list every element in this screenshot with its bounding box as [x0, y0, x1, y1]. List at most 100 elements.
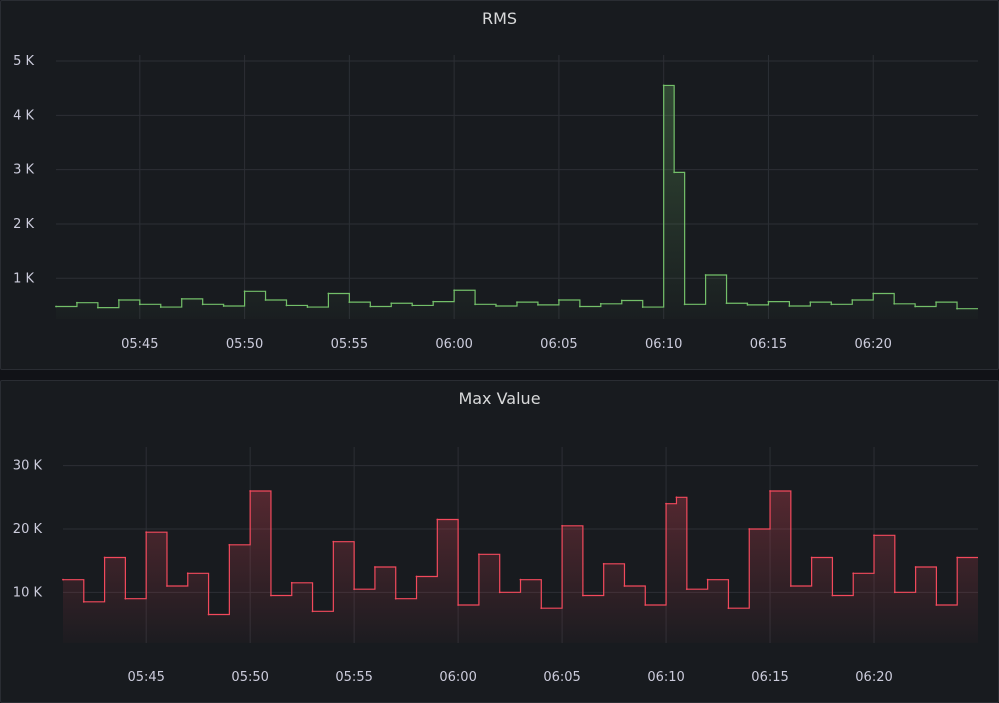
data-point: [746, 303, 749, 306]
x-tick-label: 05:50: [231, 670, 268, 685]
series-area: [56, 85, 978, 319]
data-point: [540, 607, 543, 610]
data-point: [706, 578, 709, 581]
data-point: [935, 301, 937, 304]
data-point: [249, 490, 252, 492]
data-point: [478, 553, 480, 556]
data-point: [180, 298, 183, 300]
x-tick-label: 05:55: [331, 337, 368, 352]
data-point: [675, 496, 678, 499]
data-point: [893, 302, 896, 305]
data-point: [243, 290, 246, 293]
series-area: [63, 491, 978, 643]
data-point: [809, 301, 812, 304]
data-point: [290, 581, 293, 584]
data-point: [474, 303, 476, 306]
data-point: [872, 292, 875, 295]
data-point: [620, 299, 623, 302]
data-point: [685, 588, 688, 591]
data-point: [270, 594, 272, 597]
data-point: [704, 274, 707, 276]
data-point: [117, 299, 120, 301]
data-point: [641, 306, 644, 308]
data-point: [558, 299, 560, 301]
x-tick-label: 06:10: [647, 670, 684, 685]
data-point: [498, 591, 501, 594]
data-point: [748, 528, 751, 530]
data-point: [453, 289, 456, 292]
x-tick-label: 06:05: [543, 670, 580, 685]
data-point: [369, 305, 372, 308]
y-tick-label: 5 K: [13, 54, 34, 69]
data-point: [327, 292, 330, 295]
data-point: [519, 578, 522, 581]
data-point: [673, 171, 676, 174]
data-point: [436, 518, 439, 521]
data-point: [332, 540, 335, 543]
data-point: [581, 594, 584, 597]
data-point: [727, 607, 730, 610]
data-point: [537, 303, 539, 306]
data-point: [82, 600, 85, 603]
y-tick-label: 20 K: [13, 522, 43, 537]
data-point: [457, 604, 460, 606]
data-point: [166, 585, 168, 587]
panel-title: RMS: [481, 9, 518, 28]
data-point: [789, 585, 792, 587]
rms-panel: RMS 1 K 2 K 3 K 4 K 5 K 05:45 05:50 05:55 06:00 0…: [0, 0, 999, 370]
data-point: [62, 578, 64, 581]
data-point: [201, 303, 204, 306]
data-point: [914, 566, 917, 568]
x-tick-label: 06:00: [435, 337, 472, 352]
data-point: [228, 543, 231, 546]
data-point: [893, 591, 896, 594]
data-point: [394, 597, 397, 600]
data-point: [935, 604, 938, 606]
data-point: [348, 301, 351, 304]
x-tick-label: 05:55: [335, 670, 372, 685]
data-point: [103, 556, 106, 559]
data-point: [599, 302, 602, 305]
data-point: [725, 302, 728, 305]
data-point: [831, 594, 834, 597]
data-point: [411, 304, 414, 307]
x-tick-label: 05:45: [121, 337, 158, 352]
data-point: [516, 301, 518, 304]
data-point: [222, 305, 225, 307]
data-point: [852, 572, 855, 575]
data-point: [311, 610, 314, 613]
data-point: [374, 566, 376, 568]
data-point: [851, 299, 854, 301]
data-point: [662, 84, 665, 87]
data-point: [767, 300, 770, 303]
data-point: [665, 502, 667, 505]
data-point: [810, 556, 813, 559]
y-tick-label: 3 K: [13, 163, 34, 178]
data-point: [186, 572, 189, 575]
data-point: [55, 305, 57, 308]
y-tick-label: 30 K: [13, 459, 43, 474]
max-value-panel: Max Value 10 K 20 K 30 K 05:45 05:50 05:55 06:…: [0, 380, 999, 703]
data-point: [956, 556, 959, 559]
data-point: [623, 585, 626, 587]
data-point: [124, 597, 127, 600]
rms-chart: 1 K 2 K 3 K 4 K 5 K 05:45 05:50 05:55 06:00 06:05…: [13, 54, 978, 352]
max-value-chart: 10 K 20 K 30 K 05:45 05:50 05:55 06:00 06:05 06:…: [13, 447, 978, 685]
series-line: [56, 84, 978, 310]
x-tick-label: 05:50: [226, 337, 263, 352]
y-tick-label: 10 K: [13, 585, 43, 600]
data-point: [415, 575, 418, 578]
data-point: [76, 301, 78, 304]
x-tick-label: 06:00: [439, 670, 476, 685]
panel-title: Max Value: [458, 389, 541, 408]
x-tick-label: 06:15: [750, 337, 787, 352]
y-tick-label: 1 K: [13, 271, 34, 286]
data-point: [561, 524, 563, 527]
x-tick-label: 06:05: [540, 337, 577, 352]
data-point: [353, 588, 356, 591]
data-point: [432, 300, 435, 303]
data-point: [145, 531, 148, 534]
data-point: [285, 304, 288, 307]
data-point: [873, 534, 875, 537]
data-point: [207, 613, 210, 616]
